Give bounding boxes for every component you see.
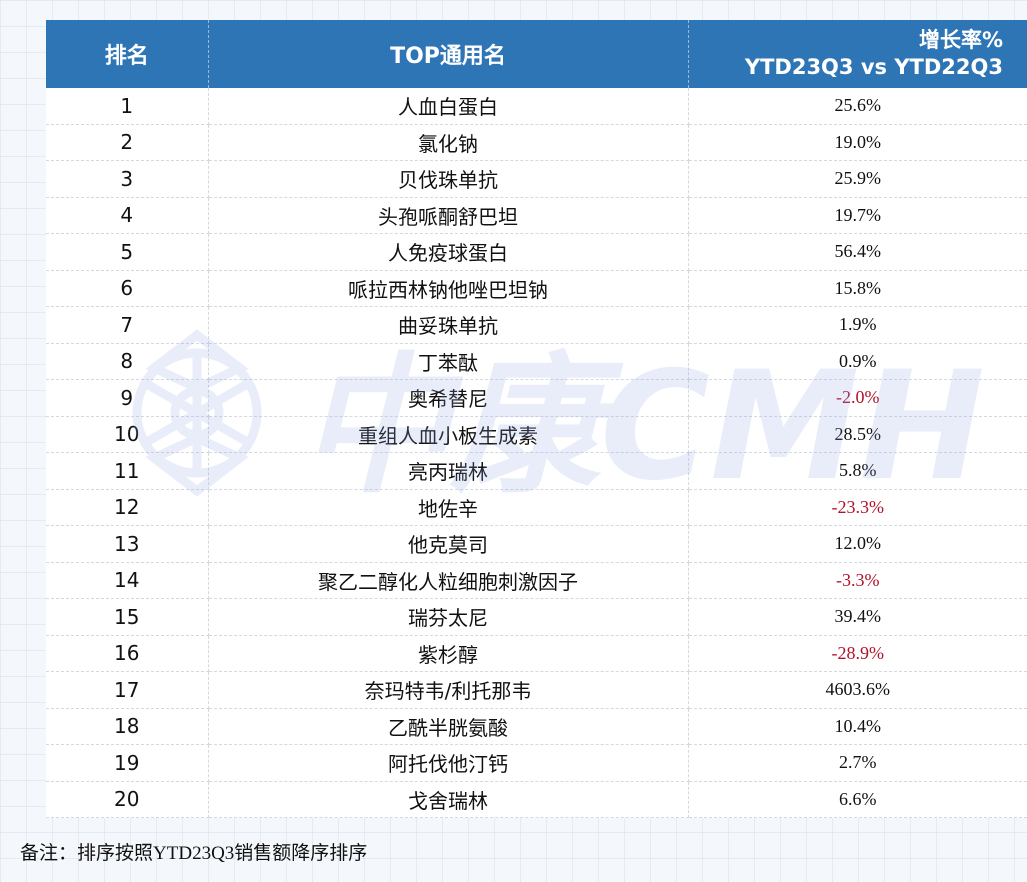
cell-growth-rate: 28.5% bbox=[688, 416, 1027, 453]
cell-rank: 9 bbox=[46, 379, 209, 417]
cell-rank: 13 bbox=[46, 525, 209, 563]
cell-growth-rate: 56.4% bbox=[688, 233, 1027, 271]
footnote: 备注：排序按照YTD23Q3销售额降序排序 bbox=[20, 838, 367, 865]
cell-rank: 3 bbox=[46, 160, 209, 198]
table-row: 10 重组人血小板生成素 28.5% bbox=[46, 416, 1027, 453]
cell-generic-name: 紫杉醇 bbox=[208, 635, 689, 672]
table-row: 20 戈舍瑞林 6.6% bbox=[46, 781, 1027, 818]
cell-growth-rate: 19.7% bbox=[688, 197, 1027, 234]
cell-rank: 6 bbox=[46, 270, 209, 307]
cell-growth-rate: 5.8% bbox=[688, 452, 1027, 490]
cell-rank: 15 bbox=[46, 598, 209, 636]
table-row: 1 人血白蛋白 25.6% bbox=[46, 88, 1027, 125]
cell-rank: 4 bbox=[46, 197, 209, 234]
cell-rank: 18 bbox=[46, 708, 209, 745]
header-rank: 排名 bbox=[46, 20, 209, 88]
cell-growth-rate: 39.4% bbox=[688, 598, 1027, 636]
cell-rank: 20 bbox=[46, 781, 209, 818]
footnote-label: 备注： bbox=[20, 842, 78, 864]
cell-rank: 7 bbox=[46, 306, 209, 344]
cell-generic-name: 贝伐珠单抗 bbox=[208, 160, 689, 198]
cell-generic-name: 曲妥珠单抗 bbox=[208, 306, 689, 344]
ranking-table: 排名 TOP通用名 增长率% YTD23Q3 vs YTD22Q3 1 人血白蛋白… bbox=[46, 20, 1027, 818]
table-row: 4 头孢哌酮舒巴坦 19.7% bbox=[46, 197, 1027, 234]
cell-rank: 8 bbox=[46, 343, 209, 380]
ranking-table-container: 排名 TOP通用名 增长率% YTD23Q3 vs YTD22Q3 1 人血白蛋白… bbox=[46, 20, 1027, 818]
table-row: 19 阿托伐他汀钙 2.7% bbox=[46, 744, 1027, 782]
cell-growth-rate: 1.9% bbox=[688, 306, 1027, 344]
cell-growth-rate: 25.6% bbox=[688, 88, 1027, 125]
cell-growth-rate: -28.9% bbox=[688, 635, 1027, 672]
cell-generic-name: 头孢哌酮舒巴坦 bbox=[208, 197, 689, 234]
table-row: 11 亮丙瑞林 5.8% bbox=[46, 452, 1027, 490]
cell-generic-name: 哌拉西林钠他唑巴坦钠 bbox=[208, 270, 689, 307]
header-growth-rate-line2: YTD23Q3 vs YTD22Q3 bbox=[744, 55, 1003, 79]
cell-growth-rate: 2.7% bbox=[688, 744, 1027, 782]
cell-growth-rate: 10.4% bbox=[688, 708, 1027, 745]
cell-generic-name: 奥希替尼 bbox=[208, 379, 689, 417]
cell-generic-name: 地佐辛 bbox=[208, 489, 689, 526]
cell-generic-name: 阿托伐他汀钙 bbox=[208, 744, 689, 782]
header-growth-rate: 增长率% YTD23Q3 vs YTD22Q3 bbox=[688, 20, 1027, 88]
table-row: 9 奥希替尼 -2.0% bbox=[46, 379, 1027, 417]
cell-growth-rate: -23.3% bbox=[688, 489, 1027, 526]
cell-growth-rate: 6.6% bbox=[688, 781, 1027, 818]
cell-generic-name: 重组人血小板生成素 bbox=[208, 416, 689, 453]
table-row: 12 地佐辛 -23.3% bbox=[46, 489, 1027, 526]
cell-generic-name: 人免疫球蛋白 bbox=[208, 233, 689, 271]
cell-growth-rate: 15.8% bbox=[688, 270, 1027, 307]
cell-rank: 17 bbox=[46, 671, 209, 709]
table-header-row: 排名 TOP通用名 增长率% YTD23Q3 vs YTD22Q3 bbox=[46, 20, 1027, 88]
cell-growth-rate: -2.0% bbox=[688, 379, 1027, 417]
cell-generic-name: 戈舍瑞林 bbox=[208, 781, 689, 818]
table-row: 13 他克莫司 12.0% bbox=[46, 525, 1027, 563]
table-row: 2 氯化钠 19.0% bbox=[46, 124, 1027, 161]
table-row: 14 聚乙二醇化人粒细胞刺激因子 -3.3% bbox=[46, 562, 1027, 599]
table-row: 3 贝伐珠单抗 25.9% bbox=[46, 160, 1027, 198]
header-growth-rate-line1: 增长率% bbox=[918, 28, 1003, 52]
table-row: 5 人免疫球蛋白 56.4% bbox=[46, 233, 1027, 271]
cell-generic-name: 氯化钠 bbox=[208, 124, 689, 161]
cell-rank: 12 bbox=[46, 489, 209, 526]
table-row: 17 奈玛特韦/利托那韦 4603.6% bbox=[46, 671, 1027, 709]
cell-rank: 11 bbox=[46, 452, 209, 490]
cell-rank: 2 bbox=[46, 124, 209, 161]
cell-generic-name: 瑞芬太尼 bbox=[208, 598, 689, 636]
cell-generic-name: 乙酰半胱氨酸 bbox=[208, 708, 689, 745]
cell-rank: 5 bbox=[46, 233, 209, 271]
cell-growth-rate: -3.3% bbox=[688, 562, 1027, 599]
cell-growth-rate: 25.9% bbox=[688, 160, 1027, 198]
cell-generic-name: 亮丙瑞林 bbox=[208, 452, 689, 490]
cell-rank: 10 bbox=[46, 416, 209, 453]
table-row: 15 瑞芬太尼 39.4% bbox=[46, 598, 1027, 636]
cell-generic-name: 奈玛特韦/利托那韦 bbox=[208, 671, 689, 709]
cell-rank: 19 bbox=[46, 744, 209, 782]
cell-generic-name: 丁苯酞 bbox=[208, 343, 689, 380]
table-body: 1 人血白蛋白 25.6% 2 氯化钠 19.0% 3 贝伐珠单抗 25.9% 4 头孢哌酮舒巴坦 1… bbox=[46, 88, 1027, 818]
table-row: 6 哌拉西林钠他唑巴坦钠 15.8% bbox=[46, 270, 1027, 307]
cell-growth-rate: 19.0% bbox=[688, 124, 1027, 161]
table-row: 16 紫杉醇 -28.9% bbox=[46, 635, 1027, 672]
cell-rank: 16 bbox=[46, 635, 209, 672]
cell-generic-name: 聚乙二醇化人粒细胞刺激因子 bbox=[208, 562, 689, 599]
table-row: 18 乙酰半胱氨酸 10.4% bbox=[46, 708, 1027, 745]
footnote-text: 排序按照YTD23Q3销售额降序排序 bbox=[77, 843, 368, 864]
header-generic-name: TOP通用名 bbox=[208, 20, 689, 88]
cell-rank: 1 bbox=[46, 88, 209, 125]
table-row: 8 丁苯酞 0.9% bbox=[46, 343, 1027, 380]
cell-generic-name: 他克莫司 bbox=[208, 525, 689, 563]
cell-growth-rate: 12.0% bbox=[688, 525, 1027, 563]
cell-growth-rate: 4603.6% bbox=[688, 671, 1027, 709]
cell-generic-name: 人血白蛋白 bbox=[208, 88, 689, 125]
cell-rank: 14 bbox=[46, 562, 209, 599]
table-row: 7 曲妥珠单抗 1.9% bbox=[46, 306, 1027, 344]
cell-growth-rate: 0.9% bbox=[688, 343, 1027, 380]
